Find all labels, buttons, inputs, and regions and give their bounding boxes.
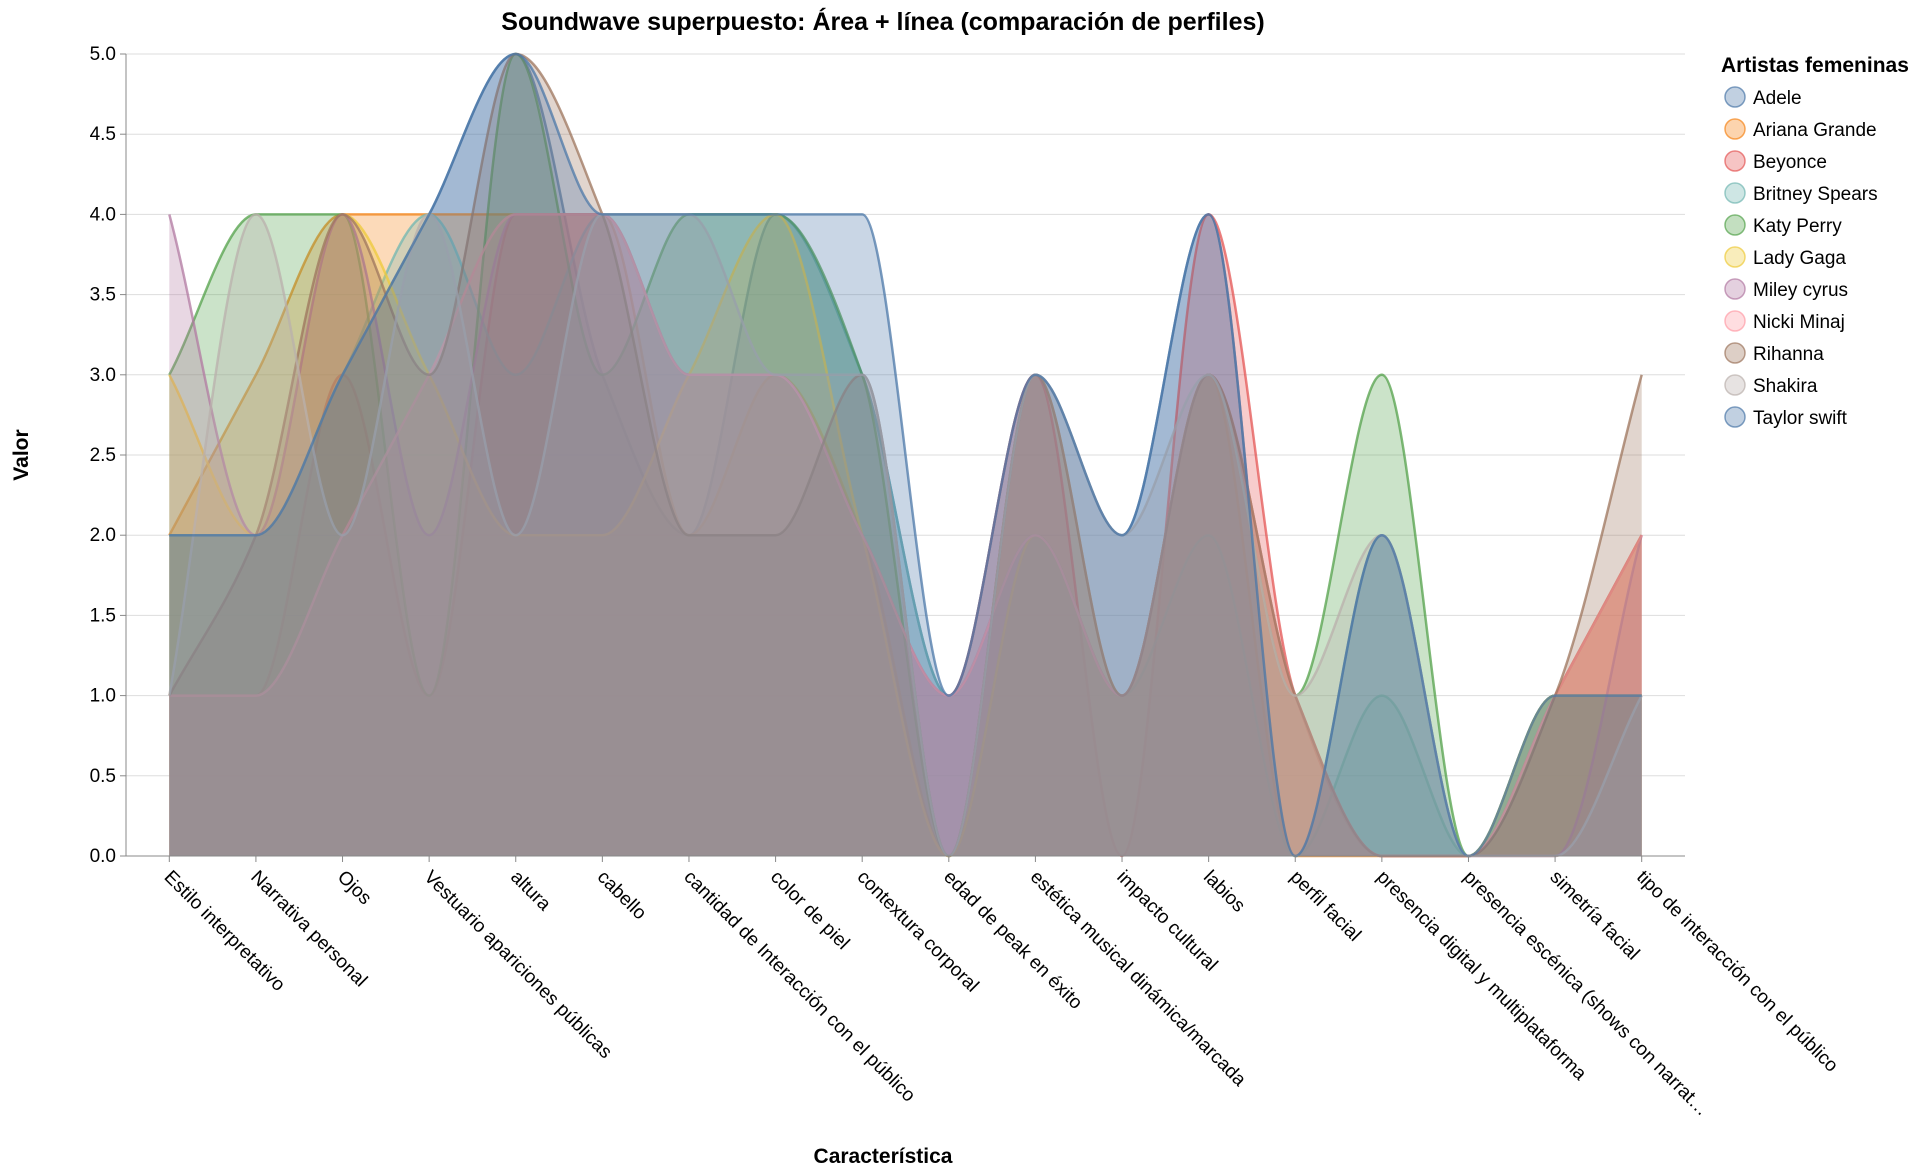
legend-symbol [1724,278,1746,300]
line-shakira [168,213,1643,858]
y-tick-label: 1.5 [90,605,116,626]
legend-symbol [1724,310,1746,332]
legend-label: Katy Perry [1753,216,1842,237]
legend-symbol [1724,374,1746,396]
area-beyonce [169,214,1642,856]
legend-label: Taylor swift [1753,408,1848,429]
legend-label: Beyonce [1753,152,1827,173]
y-tick-label: 1.0 [90,686,116,707]
x-tick-label: perfil facial [1286,867,1365,946]
area-shakira [169,214,1642,856]
legend-symbol [1724,118,1746,140]
x-tick-label: altura [506,867,555,916]
area-katy-perry [169,54,1642,856]
legend-label: Lady Gaga [1753,248,1846,269]
y-tick-label: 0.0 [90,846,116,867]
legend-symbol [1724,246,1746,268]
y-tick-label: 3.0 [90,365,116,386]
y-tick-label: 2.0 [90,525,116,546]
line-taylor-swift [169,52,1642,858]
legend-symbol [1724,86,1746,108]
x-tick-label: tipo de interacción con el público [1632,867,1842,1077]
y-tick-label: 4.0 [90,204,116,225]
area-adele [169,54,1642,856]
legend: Artistas femeninas Adele Ariana Grande Bey… [1721,54,1909,429]
y-tick-label: 0.5 [90,766,116,787]
area-rihanna [169,54,1642,856]
legend-symbol [1724,182,1746,204]
y-tick-label: 3.5 [90,285,116,306]
chart-title: Soundwave superpuesto: Área + línea (com… [501,7,1264,36]
x-axis-title: Característica [814,1145,953,1168]
legend-label: Ariana Grande [1753,120,1877,141]
x-tick-label: labios [1199,867,1249,917]
legend-label: Nicki Minaj [1753,312,1845,333]
legend-symbol [1724,150,1746,172]
line-katy-perry [168,52,1642,858]
legend-symbol [1724,406,1746,428]
x-tick-label: Vestuario apariciones públicas [420,867,616,1063]
legend-label: Shakira [1753,376,1818,397]
x-tick-label: cabello [593,867,650,924]
area-britney-spears [169,214,1642,856]
x-tick-label: edad de peak en éxito [939,867,1086,1014]
legend-title: Artistas femeninas [1721,54,1909,77]
legend-symbol [1724,342,1746,364]
legend-symbol [1724,214,1746,236]
legend-label: Rihanna [1753,344,1824,365]
legend-label: Miley cyrus [1753,280,1848,301]
series-layer [168,52,1643,858]
x-tick-label: color de piel [766,867,853,954]
y-tick-label: 5.0 [90,44,116,65]
y-axis-title: Valor [10,429,33,480]
y-tick-label: 4.5 [90,124,116,145]
area-nicki-minaj [169,214,1642,856]
area-ariana-grande [169,214,1642,856]
legend-label: Adele [1753,88,1802,109]
x-tick-label: simetría facial [1546,867,1644,965]
area-lady-gaga [169,214,1642,856]
x-tick-label: Ojos [333,867,375,909]
legend-label: Britney Spears [1753,184,1878,205]
y-tick-label: 2.5 [90,445,116,466]
area-miley-cyrus [169,214,1642,856]
